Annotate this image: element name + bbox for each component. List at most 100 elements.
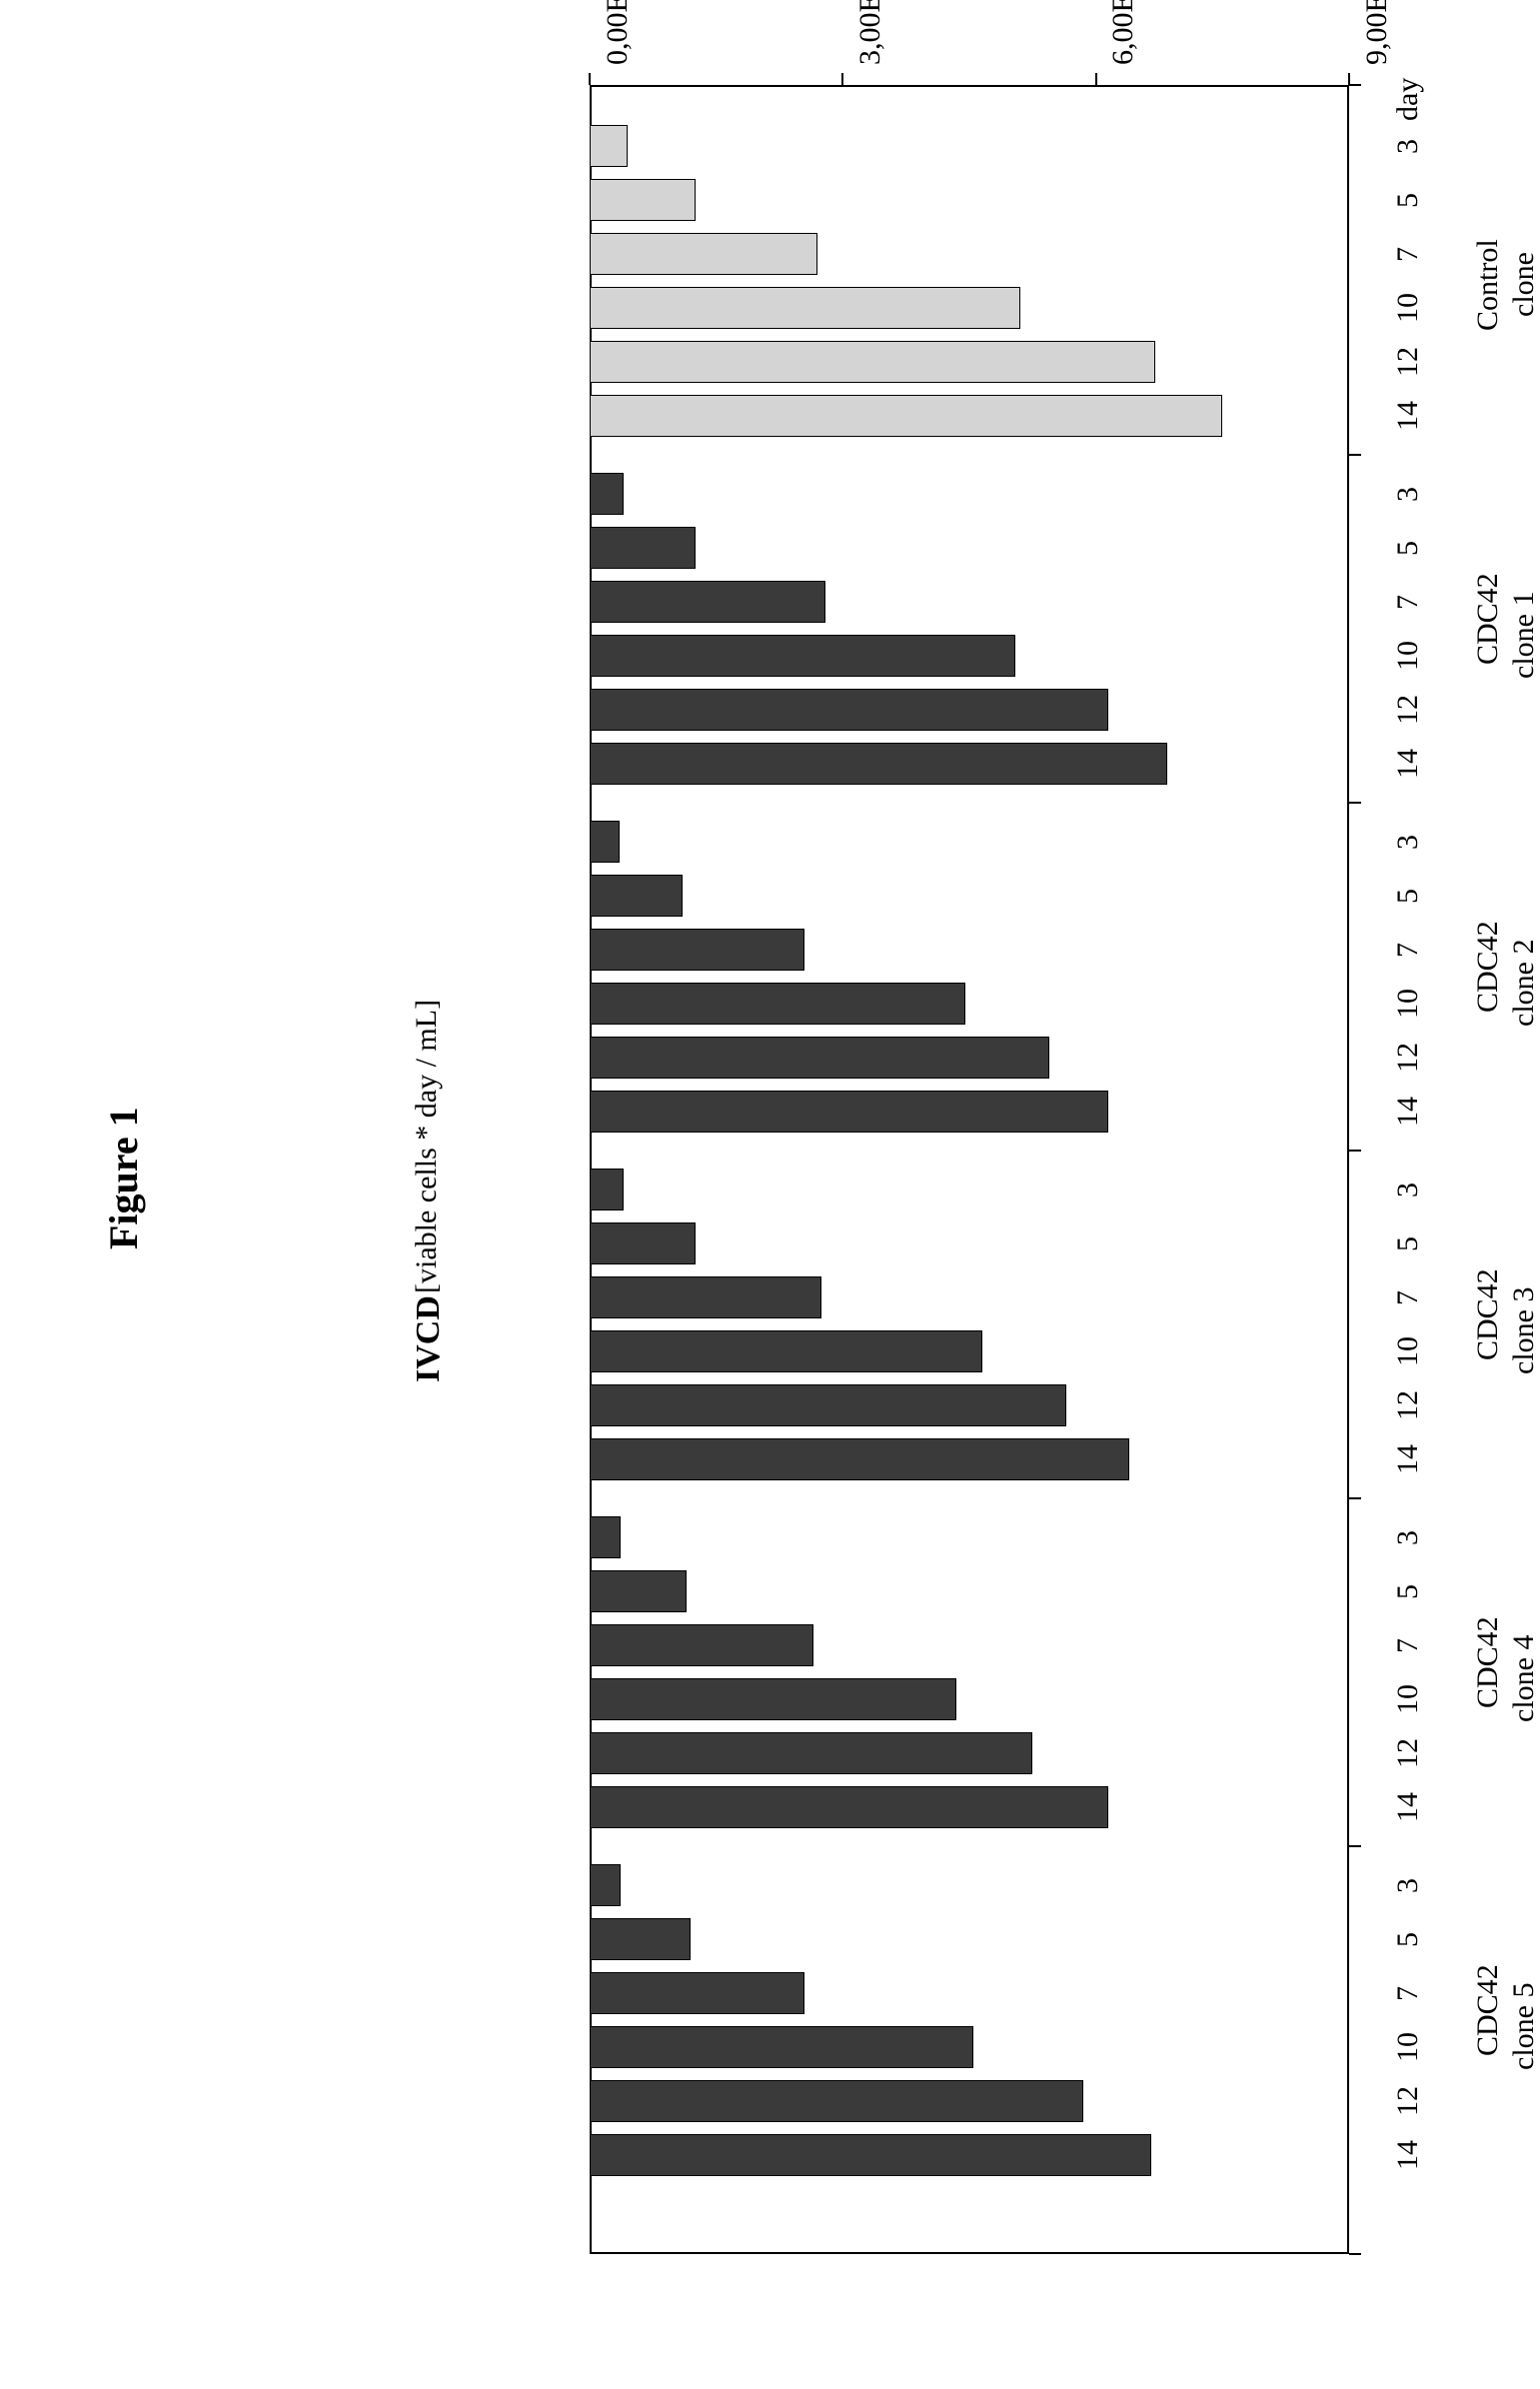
x-axis-group-label: CDC42 bbox=[1471, 1964, 1505, 2056]
x-axis-group-label: CDC42 bbox=[1471, 1268, 1505, 1360]
x-axis-tick-label: 12 bbox=[1391, 695, 1425, 725]
chart-bar bbox=[590, 1732, 1032, 1774]
x-axis-group-label: CDC42 bbox=[1471, 1616, 1505, 1708]
chart-bar bbox=[590, 1384, 1066, 1426]
chart-bar bbox=[590, 1570, 687, 1612]
x-axis-tick-label: 10 bbox=[1391, 1684, 1425, 1714]
chart-bar bbox=[590, 341, 1155, 383]
x-axis-tick-label: 14 bbox=[1391, 749, 1425, 779]
chart-bar bbox=[590, 287, 1020, 329]
chart-bar bbox=[590, 1786, 1108, 1828]
x-axis-tick-label: 7 bbox=[1391, 1290, 1425, 1305]
x-axis-tick-label: 3 bbox=[1391, 1530, 1425, 1545]
x-axis-tick-label: 12 bbox=[1391, 2086, 1425, 2116]
x-axis-tick bbox=[1349, 1845, 1361, 1847]
x-axis-tick-label: 7 bbox=[1391, 595, 1425, 610]
x-axis-group-label: CDC42 bbox=[1471, 921, 1505, 1013]
y-axis-sub-label: [viable cells * day / mL] bbox=[410, 1000, 444, 1293]
x-axis-tick bbox=[1349, 84, 1361, 86]
x-axis-tick bbox=[1349, 2253, 1361, 2255]
x-axis-tick-label: 10 bbox=[1391, 293, 1425, 323]
y-axis-tick-label: 0,00E+00 bbox=[601, 0, 635, 65]
chart-bar bbox=[590, 233, 817, 275]
x-axis-group-label: clone 5 bbox=[1507, 1983, 1540, 2070]
chart-bar bbox=[590, 1678, 956, 1720]
chart-bar bbox=[590, 1438, 1129, 1480]
y-axis-tick-label: 6,00E+07 bbox=[1106, 0, 1140, 65]
chart-bar bbox=[590, 395, 1222, 437]
chart-bar bbox=[590, 125, 628, 167]
chart-bar bbox=[590, 635, 1015, 677]
chart-bar bbox=[590, 1516, 621, 1558]
chart-bar bbox=[590, 1037, 1049, 1079]
x-axis-tick-label: 5 bbox=[1391, 1584, 1425, 1599]
chart-bar bbox=[590, 1169, 624, 1210]
x-axis-group-label: clone 2 bbox=[1507, 940, 1540, 1027]
x-axis-tick bbox=[1349, 1497, 1361, 1499]
x-axis-tick-label: 14 bbox=[1391, 1097, 1425, 1127]
x-axis-tick-label: 3 bbox=[1391, 139, 1425, 154]
chart-bar bbox=[590, 689, 1108, 731]
chart-bar bbox=[590, 1330, 982, 1372]
x-axis-tick-label: 5 bbox=[1391, 1932, 1425, 1947]
x-axis-group-label: clone 4 bbox=[1507, 1635, 1540, 1722]
x-axis-tick-label: 5 bbox=[1391, 193, 1425, 208]
chart-bar bbox=[590, 1091, 1108, 1133]
chart-bar bbox=[590, 2026, 973, 2068]
chart-bar bbox=[590, 1624, 813, 1666]
x-axis-tick-label: 7 bbox=[1391, 1638, 1425, 1653]
chart-bar bbox=[590, 1864, 621, 1906]
y-axis-tick bbox=[841, 73, 843, 85]
chart-bar bbox=[590, 929, 804, 971]
chart-bar bbox=[590, 1222, 696, 1264]
x-axis-tick-label: 5 bbox=[1391, 541, 1425, 556]
x-axis-tick-label: 12 bbox=[1391, 1043, 1425, 1073]
chart-bar bbox=[590, 1276, 821, 1318]
x-axis-tick-label: 10 bbox=[1391, 1336, 1425, 1366]
x-axis-tick-label: 12 bbox=[1391, 1390, 1425, 1420]
chart-bar bbox=[590, 179, 696, 221]
figure-title: Figure 1 bbox=[100, 1107, 147, 1249]
y-axis-tick-label: 3,00E+07 bbox=[853, 0, 887, 65]
chart-bar bbox=[590, 527, 696, 569]
y-axis-tick bbox=[589, 73, 591, 85]
x-axis-tick-label: 10 bbox=[1391, 641, 1425, 671]
chart-bar bbox=[590, 821, 620, 863]
x-axis-tick-label: 12 bbox=[1391, 1738, 1425, 1768]
x-axis-tick-label: 7 bbox=[1391, 943, 1425, 958]
x-axis-tick-label: 14 bbox=[1391, 1444, 1425, 1474]
x-axis-tick-label: 7 bbox=[1391, 247, 1425, 262]
x-axis-tick-label: 3 bbox=[1391, 1183, 1425, 1197]
chart-bar bbox=[590, 875, 683, 917]
x-axis-tick-label: 14 bbox=[1391, 2140, 1425, 2170]
x-axis-day-label: day bbox=[1391, 78, 1425, 121]
x-axis-tick-label: 14 bbox=[1391, 1792, 1425, 1822]
x-axis-tick bbox=[1349, 454, 1361, 456]
x-axis-group-label: Control bbox=[1471, 240, 1505, 332]
x-axis-tick-label: 10 bbox=[1391, 989, 1425, 1019]
x-axis-tick-label: 5 bbox=[1391, 1236, 1425, 1251]
chart-bar bbox=[590, 2080, 1083, 2122]
x-axis-tick-label: 7 bbox=[1391, 1986, 1425, 2001]
x-axis-tick-label: 12 bbox=[1391, 347, 1425, 377]
chart-bar bbox=[590, 983, 965, 1025]
chart-bar bbox=[590, 743, 1167, 785]
x-axis-tick-label: 5 bbox=[1391, 889, 1425, 904]
x-axis-tick-label: 3 bbox=[1391, 835, 1425, 850]
y-axis-tick-label: 9,00E+07 bbox=[1360, 0, 1394, 65]
x-axis-tick bbox=[1349, 802, 1361, 804]
x-axis-group-label: clone 1 bbox=[1507, 592, 1540, 679]
x-axis-group-label: clone 3 bbox=[1507, 1287, 1540, 1374]
x-axis-group-label: clone bbox=[1507, 252, 1540, 317]
chart-bar bbox=[590, 1918, 691, 1960]
x-axis-tick-label: 3 bbox=[1391, 487, 1425, 502]
x-axis-tick-label: 3 bbox=[1391, 1878, 1425, 1893]
chart-bar bbox=[590, 473, 624, 515]
figure-container: Figure 1 IVCD [viable cells * day / mL] … bbox=[0, 0, 1540, 2389]
y-axis-main-label: IVCD bbox=[410, 1295, 448, 1382]
x-axis-tick-label: 10 bbox=[1391, 2032, 1425, 2062]
x-axis-tick-label: 14 bbox=[1391, 401, 1425, 431]
chart-bar bbox=[590, 581, 825, 623]
chart-bar bbox=[590, 2134, 1151, 2176]
x-axis-group-label: CDC42 bbox=[1471, 573, 1505, 665]
